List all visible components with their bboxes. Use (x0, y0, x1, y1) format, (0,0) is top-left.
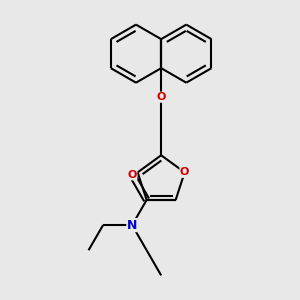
Text: O: O (157, 92, 166, 102)
Text: O: O (128, 170, 137, 180)
Text: O: O (180, 167, 189, 177)
Text: N: N (127, 219, 137, 232)
